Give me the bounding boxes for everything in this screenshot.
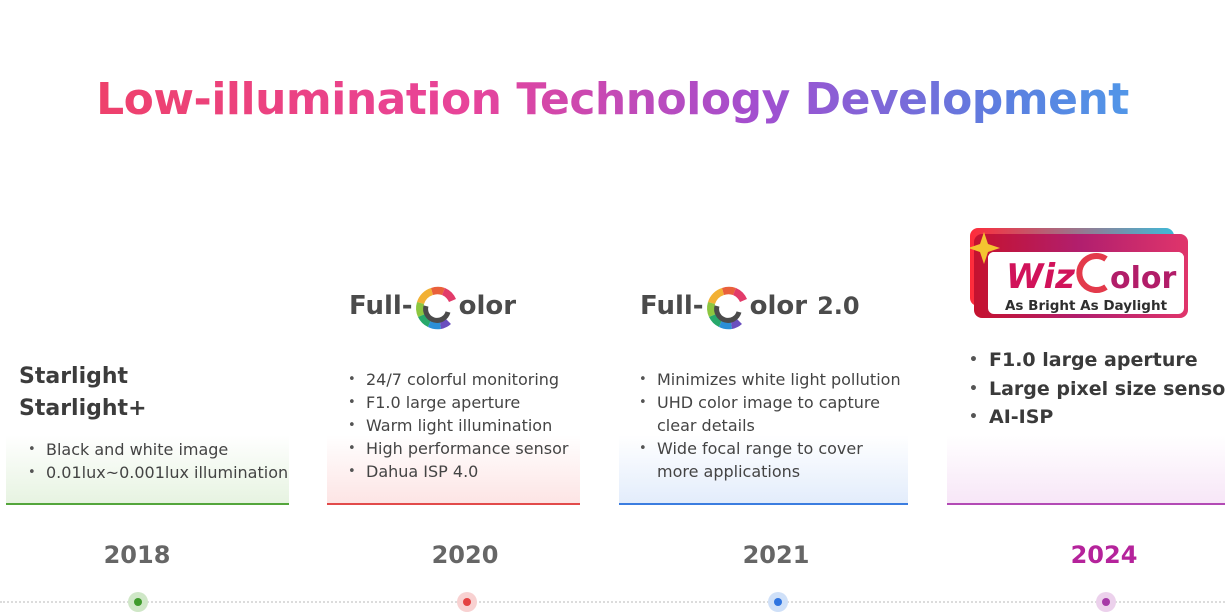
logo-prefix: Full- [349,291,413,321]
timeline-dot-2018 [128,592,148,612]
list-item: UHD color image to capture [637,391,917,414]
wizcolor-word1: Wiz [1006,257,1075,297]
timeline-line [0,601,1225,603]
list-item: Warm light illumination [346,414,586,437]
color-wheel-icon [706,286,747,330]
stage-2024-panel [947,435,1225,505]
page-title: Low-illumination Technology Development [0,74,1225,125]
timeline-dot-2020 [457,592,477,612]
wizcolor-tagline: As Bright As Daylight [1005,298,1168,314]
timeline-dot-2021 [768,592,788,612]
stage-2020: Full- olor 24/7 colorful monitoring F1.0… [327,270,580,505]
logo-version: 2.0 [817,292,860,320]
stage-2021: Full- olor 2.0 Minimizes white light pol… [619,270,908,505]
year-2024: 2024 [1070,541,1138,569]
color-wheel-icon [415,286,456,330]
list-item: Large pixel size sensor [965,375,1225,404]
list-item: 24/7 colorful monitoring [346,368,586,391]
list-item: Wide focal range to cover [637,437,917,460]
stage-2018-heading-1: Starlight [19,364,129,389]
list-item: F1.0 large aperture [965,346,1225,375]
stage-2021-bullets: Minimizes white light pollution UHD colo… [637,368,917,483]
logo-suffix: olor [458,291,517,321]
year-2018: 2018 [103,541,171,569]
stage-2018-bullets: Black and white image 0.01lux~0.001lux i… [26,438,296,484]
full-color-2-logo: Full- olor 2.0 [640,274,860,338]
timeline-dot-2024 [1096,592,1116,612]
stage-2024: F1.0 large aperture Large pixel size sen… [947,330,1225,505]
logo-prefix: Full- [640,291,704,321]
list-item: High performance sensor [346,437,586,460]
stage-2020-bullets: 24/7 colorful monitoring F1.0 large aper… [346,368,586,483]
stage-2018-heading-2: Starlight+ [19,396,147,421]
list-item: Minimizes white light pollution [637,368,917,391]
wizcolor-logo: Wiz olor As Bright As Daylight [970,228,1188,318]
stage-2024-bullets: F1.0 large aperture Large pixel size sen… [965,346,1225,432]
logo-suffix: olor [749,291,808,321]
wizcolor-c-icon [1076,253,1108,293]
full-color-logo: Full- olor [349,274,516,338]
year-2021: 2021 [742,541,810,569]
list-item: F1.0 large aperture [346,391,586,414]
list-item: Dahua ISP 4.0 [346,460,586,483]
list-item-continued: more applications [657,462,801,481]
list-item: 0.01lux~0.001lux illumination [26,461,296,484]
list-item: AI-ISP [965,403,1225,432]
year-2020: 2020 [431,541,499,569]
stage-2018: Starlight Starlight+ Black and white ima… [6,360,289,505]
list-item-continued: clear details [657,416,755,435]
wizcolor-word2: olor [1110,261,1177,296]
list-item: Black and white image [26,438,296,461]
